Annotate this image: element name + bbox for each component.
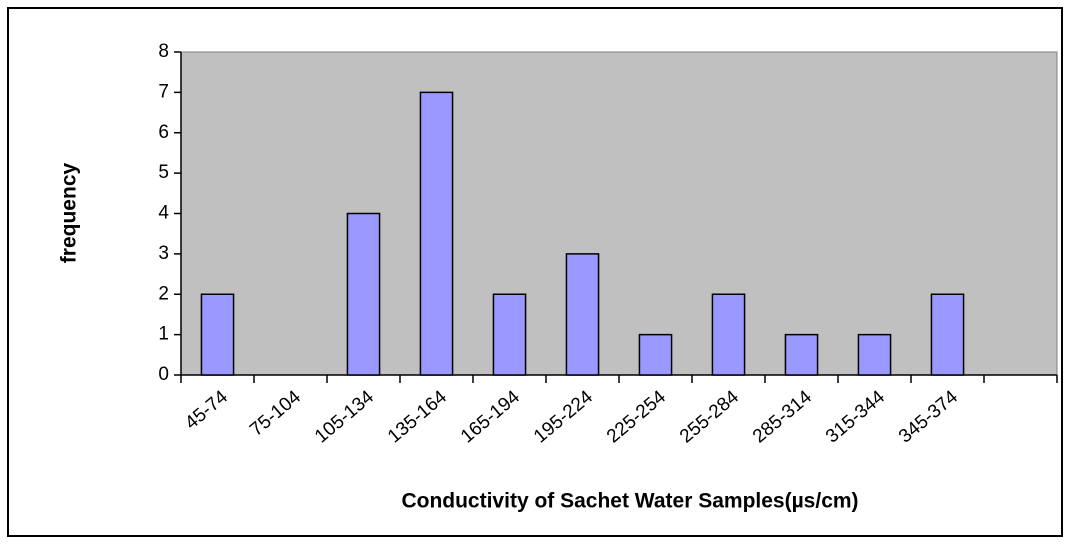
y-tick-label: 5 — [158, 162, 169, 183]
bar — [784, 333, 819, 376]
y-tick-label: 1 — [158, 324, 169, 345]
bar — [565, 253, 600, 376]
bar — [492, 293, 527, 376]
plot-area — [180, 51, 1058, 376]
y-tick-label: 8 — [158, 41, 169, 62]
y-tick-label: 0 — [158, 364, 169, 385]
x-axis-title: Conductivity of Sachet Water Samples(µs/… — [401, 490, 858, 513]
y-axis-title: frequency — [58, 163, 81, 264]
y-tick-label: 2 — [158, 283, 169, 304]
y-tick-label: 3 — [158, 243, 169, 264]
bar — [346, 212, 381, 376]
y-tick-label: 6 — [158, 122, 169, 143]
bar — [857, 333, 892, 376]
bar — [200, 293, 235, 376]
bar — [419, 91, 454, 376]
y-tick-label: 7 — [158, 81, 169, 102]
bar — [638, 333, 673, 376]
y-tick-label: 4 — [158, 203, 169, 224]
bar — [711, 293, 746, 376]
bar — [930, 293, 965, 376]
